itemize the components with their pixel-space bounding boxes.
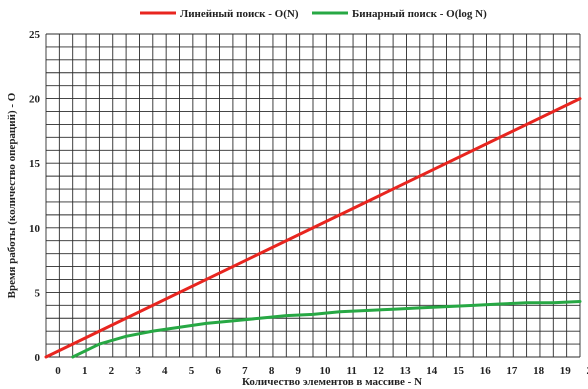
- y-tick-labels: 0 5 10 15 20 25: [29, 29, 41, 364]
- x-tick-label: 20: [587, 365, 588, 377]
- x-tick-label: 10: [320, 365, 332, 377]
- x-tick-label: 1: [82, 365, 88, 377]
- legend-label: Бинарный поиск - O(log N): [352, 8, 487, 20]
- x-tick-label: 4: [162, 365, 168, 377]
- series-lines: [44, 97, 582, 359]
- x-tick-label: 13: [400, 365, 412, 377]
- x-tick-label: 18: [533, 365, 545, 377]
- y-tick-label: 10: [29, 223, 41, 235]
- x-tick-label: 19: [560, 365, 572, 377]
- x-axis-title: Количество элементов в массиве - N: [242, 376, 422, 388]
- x-tick-label: 16: [480, 365, 492, 377]
- series-line-linear-search: [44, 97, 582, 359]
- series-line-binary-search: [71, 299, 582, 359]
- x-tick-label: 9: [296, 365, 302, 377]
- x-tick-label: 8: [269, 365, 275, 377]
- x-tick-label: 12: [373, 365, 385, 377]
- x-tick-label: 5: [189, 365, 195, 377]
- x-tick-label: 2: [109, 365, 115, 377]
- y-tick-label: 0: [35, 352, 41, 364]
- y-tick-label: 20: [29, 94, 41, 106]
- x-tick-label: 7: [242, 365, 248, 377]
- x-tick-label: 3: [135, 365, 141, 377]
- x-tick-label: 0: [55, 365, 61, 377]
- y-tick-label: 5: [35, 287, 41, 299]
- x-tick-label: 6: [215, 365, 221, 377]
- legend-label: Линейный поиск - O(N): [180, 8, 299, 20]
- y-tick-label: 15: [29, 158, 41, 170]
- legend: Линейный поиск - O(N) Бинарный поиск - O(…: [140, 8, 487, 20]
- x-tick-label: 17: [506, 365, 518, 377]
- grid: [45, 33, 581, 358]
- x-tick-label: 14: [426, 365, 438, 377]
- y-tick-label: 25: [29, 29, 41, 41]
- x-tick-label: 11: [346, 365, 356, 377]
- x-tick-labels: 01234567891011121314151617181920: [55, 365, 588, 377]
- y-axis-title: Время работы (количество операций) - O: [6, 92, 18, 298]
- x-tick-label: 15: [453, 365, 465, 377]
